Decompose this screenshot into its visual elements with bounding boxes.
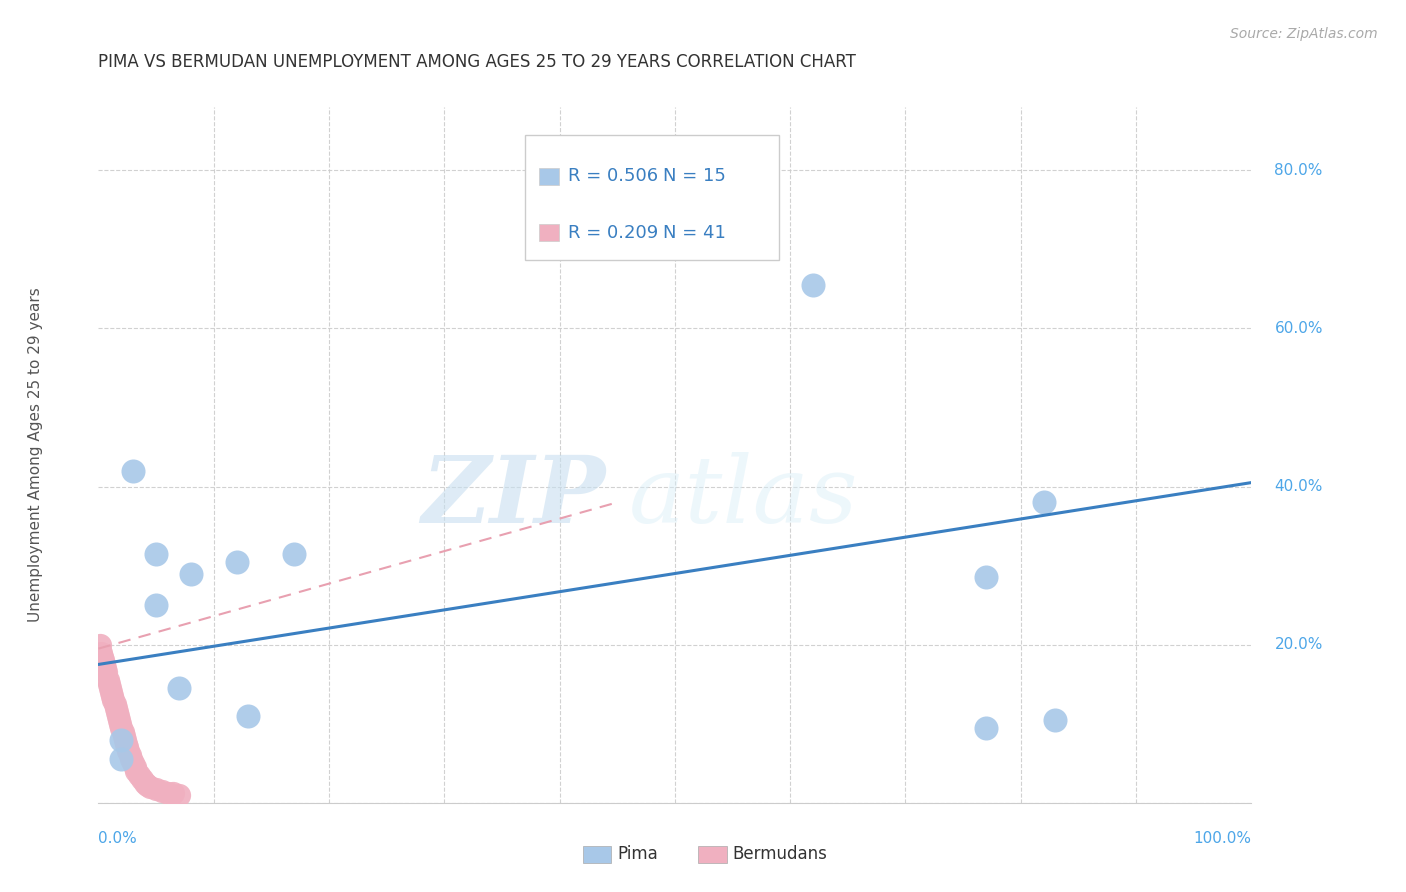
Point [238,708,260,723]
Text: 80.0%: 80.0% [1274,163,1323,178]
Point [90,649,112,664]
Point [103,693,125,707]
Bar [582,846,612,863]
Point [110,732,132,747]
Point [801,277,824,292]
Text: N = 15: N = 15 [662,167,725,186]
Point [117,740,138,755]
Point [283,547,305,561]
Point [94,661,117,675]
Text: N = 41: N = 41 [662,224,725,242]
Point [124,760,146,774]
Text: PIMA VS BERMUDAN UNEMPLOYMENT AMONG AGES 25 TO 29 YEARS CORRELATION CHART: PIMA VS BERMUDAN UNEMPLOYMENT AMONG AGES… [98,54,856,71]
Point [111,724,134,739]
Bar [697,846,727,863]
Point [104,701,127,715]
Point [1045,713,1067,727]
Point [156,785,179,799]
Text: Pima: Pima [617,846,658,863]
Text: Unemployment Among Ages 25 to 29 years: Unemployment Among Ages 25 to 29 years [28,287,42,623]
Point [122,756,145,771]
Point [150,784,173,798]
Point [145,547,167,561]
Text: Source: ZipAtlas.com: Source: ZipAtlas.com [1230,27,1378,41]
Point [115,737,138,751]
Text: atlas: atlas [628,451,858,541]
Point [110,752,132,766]
Point [180,566,202,581]
Point [105,705,128,719]
Text: 0.0%: 0.0% [98,830,138,846]
Point [145,781,167,796]
Point [97,673,120,688]
Point [139,780,162,794]
Point [91,653,114,667]
Point [101,689,124,703]
FancyBboxPatch shape [524,135,779,260]
Text: R = 0.506: R = 0.506 [568,167,658,186]
Point [131,772,153,786]
Point [100,685,122,699]
Bar [538,224,560,241]
Point [110,716,132,731]
Text: 20.0%: 20.0% [1274,637,1323,652]
Point [122,464,145,478]
Text: 40.0%: 40.0% [1274,479,1323,494]
Point [225,555,247,569]
Point [103,697,125,711]
Bar [538,168,560,185]
Point [112,729,135,743]
Point [108,713,131,727]
Point [107,708,129,723]
Text: 100.0%: 100.0% [1194,830,1251,846]
Point [114,732,136,747]
Point [145,598,167,612]
Point [118,748,141,763]
Point [89,638,111,652]
Point [128,768,150,782]
Point [125,764,148,779]
Text: Bermudans: Bermudans [733,846,827,863]
Text: 60.0%: 60.0% [1274,321,1323,336]
Point [167,788,190,802]
Point [974,570,997,584]
Point [974,721,997,735]
Point [135,778,157,792]
Point [162,786,184,800]
Point [96,665,118,680]
Point [1032,495,1054,509]
Point [167,681,190,695]
Point [117,744,139,758]
Point [93,657,115,672]
Point [90,646,112,660]
Point [98,681,121,695]
Point [120,752,142,766]
Text: ZIP: ZIP [422,451,606,541]
Point [110,721,132,735]
Point [97,677,120,691]
Point [134,776,156,790]
Text: R = 0.209: R = 0.209 [568,224,658,242]
